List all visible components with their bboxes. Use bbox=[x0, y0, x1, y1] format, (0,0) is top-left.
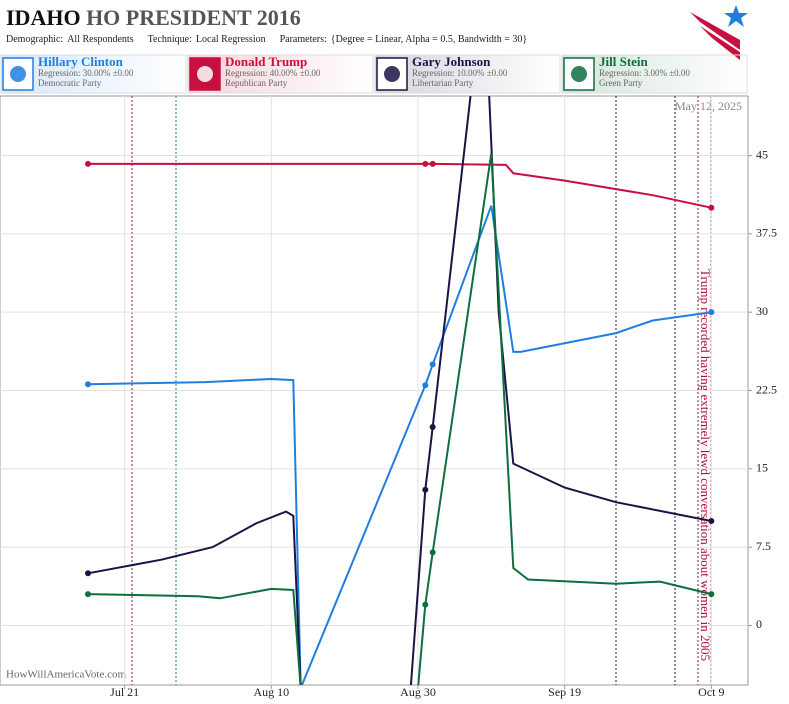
legend-name: Jill Stein bbox=[599, 54, 649, 69]
y-tick-label: 15 bbox=[756, 461, 768, 475]
legend-party: Republican Party bbox=[225, 78, 288, 88]
poll-dot bbox=[708, 204, 715, 211]
param-label: Technique: bbox=[148, 34, 192, 45]
poll-dot bbox=[708, 309, 715, 316]
param-value: {Degree = Linear, Alpha = 0.5, Bandwidth… bbox=[331, 34, 527, 45]
x-tick-label: Jul 21 bbox=[110, 685, 139, 699]
title: IDAHO HO PRESIDENT 2016 bbox=[6, 5, 301, 30]
param-value: Local Regression bbox=[196, 34, 266, 45]
legend-party: Democratic Party bbox=[38, 78, 102, 88]
legend-name: Gary Johnson bbox=[412, 54, 491, 69]
legend-icon-mark bbox=[571, 66, 587, 82]
x-tick-label: Aug 30 bbox=[400, 685, 436, 699]
param-label: Parameters: bbox=[280, 34, 327, 45]
params: Demographic: All Respondents Technique: Loc… bbox=[6, 34, 527, 45]
poll-dot bbox=[85, 160, 91, 167]
y-tick-label: 37.5 bbox=[756, 226, 777, 240]
legend-icon-mark bbox=[197, 66, 213, 82]
x-tick-label: Aug 10 bbox=[253, 685, 289, 699]
param-label: Demographic: bbox=[6, 34, 63, 45]
logo bbox=[690, 5, 748, 60]
legend-regression: Regression: 3.00% ±0.00 bbox=[599, 68, 690, 78]
series-line bbox=[87, 205, 712, 685]
poll-dot bbox=[422, 601, 429, 608]
legend-icon bbox=[189, 57, 221, 91]
poll-dot bbox=[85, 381, 91, 388]
x-tick-label: Sep 19 bbox=[548, 685, 581, 699]
legend-icon-mark bbox=[10, 66, 26, 82]
poll-dot bbox=[708, 591, 715, 598]
param-value: All Respondents bbox=[67, 34, 133, 45]
poll-dot bbox=[422, 382, 429, 389]
y-tick-label: 45 bbox=[756, 147, 768, 161]
y-tick-label: 7.5 bbox=[756, 539, 771, 553]
poll-dot bbox=[422, 160, 429, 167]
legend-regression: Regression: 10.00% ±0.00 bbox=[412, 68, 508, 78]
legend-regression: Regression: 40.00% ±0.00 bbox=[225, 68, 321, 78]
legend-regression: Regression: 30.00% ±0.00 bbox=[38, 68, 134, 78]
watermark: HowWillAmericaVote.com bbox=[6, 669, 126, 681]
poll-dot bbox=[429, 361, 436, 368]
poll-dot bbox=[429, 424, 436, 431]
poll-dot bbox=[422, 486, 429, 493]
series-line bbox=[88, 162, 712, 209]
poll-dot bbox=[708, 518, 715, 525]
x-tick-label: Oct 9 bbox=[698, 685, 724, 699]
annotation: Trump recorded having extremely lewd con… bbox=[698, 269, 713, 661]
poll-dot bbox=[85, 570, 91, 577]
poll-dot bbox=[85, 591, 91, 598]
y-tick-label: 0 bbox=[756, 617, 762, 631]
poll-dot bbox=[429, 160, 436, 167]
series-line bbox=[87, 96, 712, 685]
y-tick-label: 22.5 bbox=[756, 382, 777, 396]
poll-dot bbox=[429, 549, 436, 556]
y-tick-label: 30 bbox=[756, 304, 768, 318]
date-label: May 12, 2025 bbox=[675, 99, 742, 113]
legend-name: Donald Trump bbox=[225, 54, 307, 69]
legend-party: Libertarian Party bbox=[412, 78, 474, 88]
legend-party: Green Party bbox=[599, 78, 643, 88]
legend-name: Hillary Clinton bbox=[38, 54, 124, 69]
legend-icon-mark bbox=[384, 66, 400, 82]
